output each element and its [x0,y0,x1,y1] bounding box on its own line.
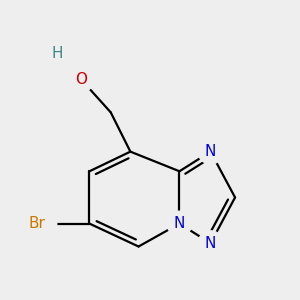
Text: N: N [174,216,185,231]
Text: N: N [205,236,216,251]
Text: O: O [75,72,87,87]
Circle shape [17,204,57,243]
Text: Br: Br [29,216,46,231]
Text: N: N [205,144,216,159]
Circle shape [198,139,223,164]
Circle shape [44,41,69,66]
Text: H: H [51,46,62,61]
Circle shape [198,231,223,256]
Circle shape [167,211,192,236]
Circle shape [69,67,94,92]
